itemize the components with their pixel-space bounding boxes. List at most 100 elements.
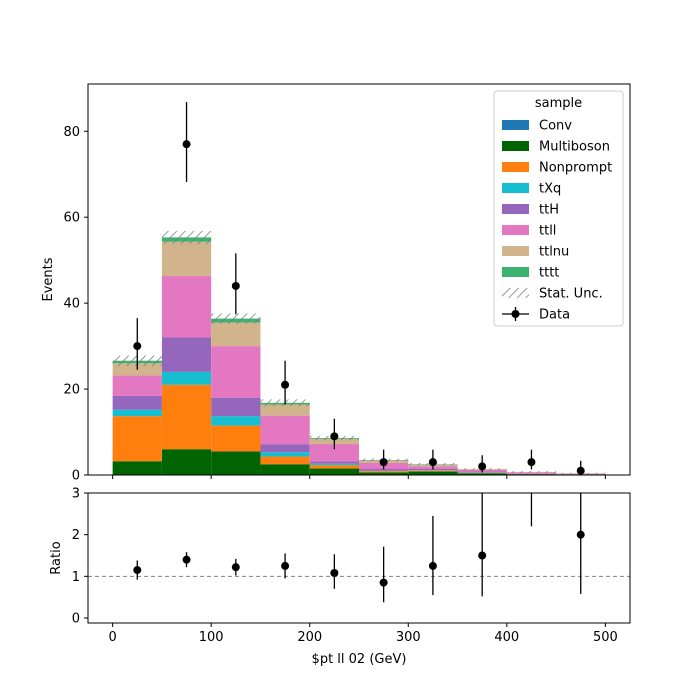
bar-nonprompt-bin-2	[211, 425, 261, 452]
legend-label-ttll: ttll	[539, 224, 556, 239]
bar-ttll-bin-4	[309, 444, 359, 462]
legend-label-data: Data	[539, 308, 570, 323]
stat-unc-band-bin-2	[211, 313, 261, 324]
bar-multiboson-bin-4	[309, 468, 359, 475]
bar-multiboson-bin-6	[408, 471, 458, 475]
ratio-x-tick-label-0: 0	[108, 630, 116, 645]
legend-label-ttlnu: ttlnu	[539, 245, 569, 260]
bar-tth-bin-4	[309, 461, 359, 464]
ratio-point-7	[478, 551, 487, 560]
ratio-point-4	[330, 569, 339, 577]
legend-swatch-txq	[502, 183, 529, 193]
ratio-y-tick-label-2: 2	[72, 528, 80, 543]
ratio-panel: 0 1 2 3 0 100 200 300 400 500 Ratio $pt ll 02 (GeV)	[49, 487, 631, 667]
bar-multiboson-bin-0	[112, 461, 162, 475]
ratio-point-3	[281, 561, 290, 570]
legend-label-tth: ttH	[539, 203, 559, 218]
bar-tth-bin-3	[260, 444, 310, 453]
data-point-3	[281, 380, 290, 389]
ratio-y-tick-label-3: 3	[72, 487, 80, 502]
stat-unc-band-bin-1	[161, 230, 212, 244]
bar-txq-bin-1	[161, 371, 212, 385]
ratio-point-0	[133, 566, 142, 575]
bar-multiboson-bin-3	[260, 464, 310, 475]
main-y-tick-label-40: 40	[63, 297, 80, 312]
legend-label-nonprompt: Nonprompt	[539, 161, 612, 176]
bar-tth-bin-5	[359, 468, 409, 471]
main-y-tick-label-80: 80	[63, 125, 80, 140]
data-point-9	[576, 466, 585, 475]
main-y-tick-label-0: 0	[72, 469, 80, 484]
ratio-y-axis-label: Ratio	[49, 541, 64, 574]
ratio-point-6	[428, 561, 437, 570]
main-y-axis-label: Events	[41, 257, 56, 301]
bar-ttlnu-bin-3	[260, 404, 310, 416]
data-point-0	[133, 342, 142, 351]
legend-swatch-ttlnu	[502, 246, 529, 256]
legend-title: sample	[535, 96, 582, 111]
main-y-tick-label-20: 20	[63, 383, 80, 398]
data-point-2	[231, 281, 240, 290]
bar-ttlnu-bin-1	[161, 241, 212, 277]
bar-tth-bin-1	[161, 337, 212, 372]
ratio-y-tick-label-1: 1	[72, 570, 80, 585]
bar-ttll-bin-0	[112, 375, 162, 396]
legend-label-conv: Conv	[539, 119, 572, 134]
legend-swatch-ttll	[502, 225, 529, 235]
ratio-point-5	[379, 578, 388, 587]
ratio-x-tick-label-400: 400	[494, 630, 519, 645]
legend-label-multiboson: Multiboson	[539, 140, 610, 155]
bar-txq-bin-2	[211, 416, 261, 426]
bar-nonprompt-bin-5	[359, 471, 409, 473]
bar-nonprompt-bin-1	[161, 384, 212, 450]
data-point-7	[478, 462, 487, 471]
bar-multiboson-bin-1	[161, 449, 212, 475]
bar-txq-bin-0	[112, 409, 162, 417]
bar-multiboson-bin-5	[359, 472, 409, 475]
bar-ttll-bin-8	[506, 472, 557, 474]
legend-swatch-multiboson	[502, 141, 529, 151]
ratio-x-tick-label-100: 100	[199, 630, 224, 645]
data-point-5	[379, 458, 388, 467]
legend: sample Conv Multiboson Nonprompt tXq ttH ttll t…	[493, 90, 624, 327]
main-y-tick-label-60: 60	[63, 211, 80, 226]
bar-ttll-bin-3	[260, 415, 310, 445]
legend-swatch-nonprompt	[502, 162, 529, 172]
bar-txq-bin-3	[260, 452, 310, 457]
bar-txq-bin-4	[309, 463, 359, 466]
ratio-plot-frame	[87, 492, 631, 624]
bar-ttll-bin-1	[161, 276, 212, 338]
bar-nonprompt-bin-0	[112, 416, 162, 462]
legend-swatch-tttt	[502, 267, 529, 277]
ratio-x-tick-label-200: 200	[297, 630, 322, 645]
data-point-8	[527, 458, 536, 467]
main-panel: 0 20 40 60 80 Events	[41, 83, 631, 484]
bar-ttlnu-bin-2	[211, 322, 261, 347]
bar-nonprompt-bin-3	[260, 456, 310, 465]
legend-data-marker	[511, 310, 520, 318]
data-point-6	[428, 458, 437, 467]
bar-multiboson-bin-7	[457, 473, 507, 475]
legend-swatch-conv	[502, 120, 529, 130]
legend-swatch-stat-unc-	[502, 288, 529, 298]
ratio-point-9	[576, 530, 585, 539]
ratio-x-tick-label-500: 500	[593, 630, 618, 645]
legend-label-tttt: tttt	[539, 266, 559, 281]
main-plot-frame	[87, 83, 631, 476]
legend-label-stat-unc-: Stat. Unc.	[539, 287, 603, 302]
data-point-1	[182, 140, 191, 149]
x-axis-label: $pt ll 02 (GeV)	[312, 652, 407, 667]
stat-unc-band-bin-8	[506, 471, 557, 473]
bar-tth-bin-6	[408, 468, 458, 471]
legend-label-txq: tXq	[539, 182, 561, 197]
ratio-point-1	[182, 555, 191, 564]
ratio-point-2	[231, 563, 240, 572]
data-point-4	[330, 432, 339, 441]
bar-nonprompt-bin-4	[309, 465, 359, 469]
ratio-x-tick-label-300: 300	[396, 630, 421, 645]
bar-multiboson-bin-2	[211, 451, 261, 475]
ratio-y-tick-label-0: 0	[72, 612, 80, 627]
bar-nonprompt-bin-6	[408, 470, 458, 472]
bar-tth-bin-2	[211, 397, 261, 417]
